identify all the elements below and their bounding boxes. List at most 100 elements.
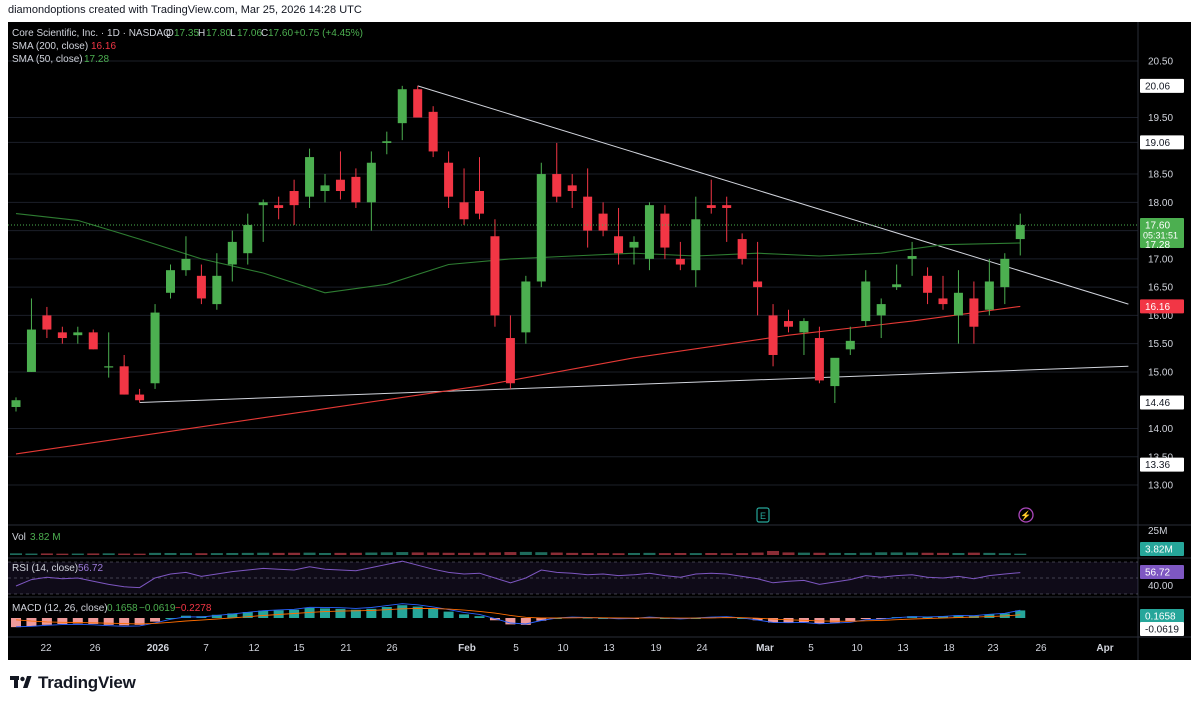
ohlc-high: 17.80 <box>206 28 231 39</box>
candle-body <box>614 236 624 254</box>
candle-body <box>475 191 484 214</box>
volume-bar <box>504 552 517 555</box>
volume-bar <box>10 553 22 555</box>
volume-bar <box>967 552 980 555</box>
macd-hist-bar <box>26 618 37 627</box>
time-tick-label: 26 <box>1035 643 1047 654</box>
candle-body <box>212 275 222 305</box>
macd-hist-bar <box>134 618 145 625</box>
volume-bar <box>998 553 1011 555</box>
volume-bar <box>643 552 656 555</box>
candle-body <box>706 205 716 208</box>
volume-bar <box>288 552 301 555</box>
trendline <box>139 365 1129 403</box>
publisher-text: diamondoptions created with TradingView.… <box>8 4 362 16</box>
volume-bar <box>628 552 640 555</box>
volume-bar <box>210 553 223 555</box>
macd-hist-bar <box>103 618 114 625</box>
volume-bar <box>736 553 749 555</box>
candle-body <box>521 281 531 333</box>
time-tick-label: 22 <box>40 643 52 654</box>
time-tick-label: 23 <box>987 643 999 654</box>
macd-hist-bar <box>536 618 547 621</box>
earnings-icon[interactable]: E <box>756 507 770 523</box>
macd-signal-badge-bg <box>1140 622 1184 636</box>
time-tick-label: 24 <box>696 643 708 654</box>
macd-hist-value: −0.2278 <box>175 603 212 614</box>
volume-bar <box>859 552 872 555</box>
candle-body <box>413 89 423 118</box>
macd-hist-bar <box>350 609 361 618</box>
macd-signal-line <box>15 607 1021 625</box>
macd-hist-bar <box>335 608 346 618</box>
chart-area[interactable]: Core Scientific, Inc. · 1D · NASDAQ O 17… <box>8 22 1191 660</box>
volume-bar <box>921 552 934 555</box>
sma50-label: SMA (50, close) <box>12 54 83 65</box>
price-tick-label: 18.00 <box>1148 198 1173 209</box>
lightning-event-icon[interactable]: ⚡ <box>1018 507 1034 523</box>
volume-bar <box>720 553 733 555</box>
candle-body <box>830 357 840 387</box>
volume-bar <box>349 552 362 555</box>
macd-layer <box>11 603 1026 628</box>
volume-bar <box>597 553 610 555</box>
volume-bar <box>71 553 84 555</box>
volume-bar <box>133 553 146 555</box>
volume-bar <box>875 552 888 555</box>
candle-body <box>166 270 175 293</box>
price-tick-label: 18.50 <box>1148 170 1173 181</box>
candle-body <box>1000 258 1010 288</box>
volume-bar <box>689 553 702 555</box>
ohlc-low: 17.06 <box>237 28 262 39</box>
time-tick-label: 10 <box>851 643 863 654</box>
chart-canvas[interactable]: Core Scientific, Inc. · 1D · NASDAQ O 17… <box>8 22 1191 660</box>
price-tick-label: 17.00 <box>1148 254 1173 265</box>
candle-body <box>459 202 469 220</box>
sma50-value: 17.28 <box>84 54 109 65</box>
price-tick-label: 13.00 <box>1148 481 1173 492</box>
volume-bar <box>952 552 965 555</box>
svg-text:E: E <box>760 511 766 521</box>
sma200-label: SMA (200, close) <box>12 41 88 52</box>
volume-bar <box>566 552 579 555</box>
time-tick-label: Apr <box>1096 643 1113 654</box>
candle-body <box>784 321 793 327</box>
macd-hist-bar <box>165 618 176 619</box>
time-tick-label: 12 <box>248 643 260 654</box>
candle-body <box>691 219 701 271</box>
candle-body <box>366 162 376 203</box>
macd-hist-bar <box>505 618 516 625</box>
time-tick-label: 26 <box>89 643 101 654</box>
candle-body <box>892 284 902 288</box>
volume-bar <box>550 552 563 555</box>
candle-body <box>660 213 670 248</box>
volume-bar <box>488 552 501 555</box>
time-tick-label: Mar <box>756 643 774 654</box>
macd-hist-bar <box>876 618 887 619</box>
volume-bar <box>983 552 996 555</box>
brand-name: TradingView <box>38 673 136 692</box>
candle-body <box>845 340 855 350</box>
ohlc-h-label: H <box>198 28 205 39</box>
macd-badge: 0.1658 <box>1145 612 1176 623</box>
volume-bar <box>102 553 115 555</box>
macd-hist-bar <box>320 608 330 618</box>
macd-hist-bar <box>119 618 130 626</box>
volume-bar <box>458 552 471 555</box>
time-axis[interactable]: 22 26 2026 7 12 15 21 26 Feb 5 10 13 19 24 Mar 5 10 13 18 2… <box>40 643 1113 654</box>
tradingview-logo[interactable]: TradingView <box>10 673 136 693</box>
volume-bar <box>906 552 919 555</box>
candle-body <box>953 292 963 316</box>
volume-bar <box>365 552 378 555</box>
macd-hist-bar <box>227 613 238 618</box>
candle-body <box>444 162 454 197</box>
candle-body <box>799 321 809 333</box>
price-tick-label: 14.00 <box>1148 424 1173 435</box>
rsi-label: RSI (14, close) <box>12 563 78 574</box>
candle-body <box>969 298 979 327</box>
time-tick-label: 26 <box>386 643 398 654</box>
volume-bar <box>319 552 331 555</box>
volume-bar <box>442 552 455 555</box>
candle-body <box>335 179 345 192</box>
